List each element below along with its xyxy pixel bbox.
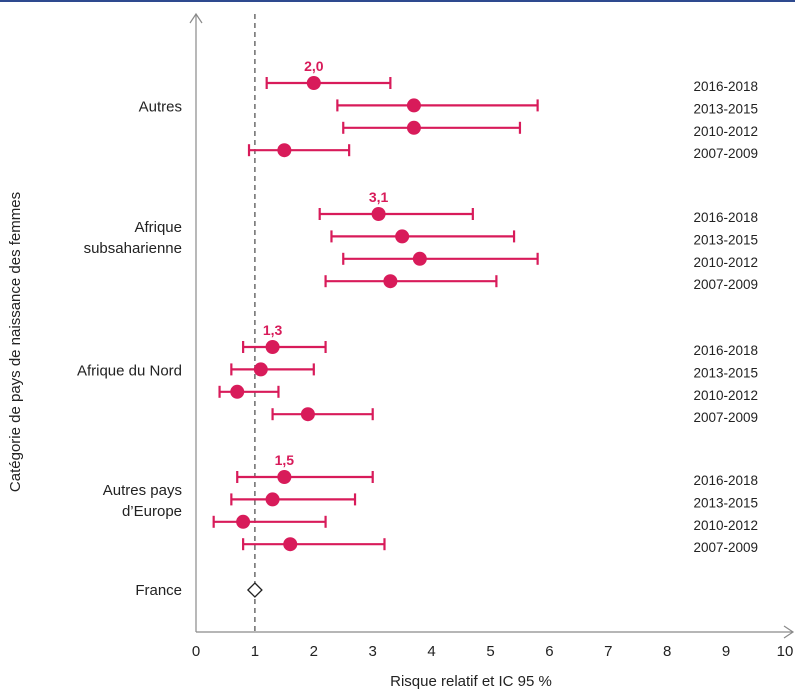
period-label: 2016-2018 bbox=[693, 343, 758, 358]
period-label: 2016-2018 bbox=[693, 473, 758, 488]
x-axis-title: Risque relatif et IC 95 % bbox=[390, 673, 552, 690]
x-tick-label: 5 bbox=[486, 643, 494, 660]
period-label: 2013-2015 bbox=[693, 232, 758, 247]
reference-label: France bbox=[135, 582, 182, 599]
x-tick-label: 3 bbox=[369, 643, 377, 660]
x-tick-label: 8 bbox=[663, 643, 671, 660]
point-estimate bbox=[395, 229, 410, 244]
x-axis-arrow bbox=[783, 625, 795, 639]
x-tick-label: 4 bbox=[427, 643, 435, 660]
value-label: 1,3 bbox=[263, 322, 283, 338]
period-label: 2007-2009 bbox=[693, 540, 758, 555]
period-label: 2010-2012 bbox=[693, 255, 758, 270]
value-label: 2,0 bbox=[304, 58, 324, 74]
reference-marker bbox=[246, 582, 263, 598]
point-estimate bbox=[277, 143, 292, 158]
y-axis-arrow bbox=[189, 12, 203, 24]
value-label: 1,5 bbox=[275, 452, 295, 468]
x-tick-label: 0 bbox=[192, 643, 200, 660]
point-estimate bbox=[412, 251, 427, 266]
point-estimate bbox=[265, 492, 280, 507]
x-tick-label: 1 bbox=[251, 643, 259, 660]
point-estimate bbox=[253, 362, 268, 377]
category-label: Autres bbox=[139, 99, 182, 116]
x-tick-label: 2 bbox=[310, 643, 318, 660]
value-label: 3,1 bbox=[369, 189, 389, 205]
period-label: 2010-2012 bbox=[693, 518, 758, 533]
point-estimate bbox=[230, 384, 245, 399]
point-estimate bbox=[406, 98, 421, 113]
point-estimate bbox=[371, 207, 386, 221]
point-estimate bbox=[300, 407, 315, 422]
x-tick-label: 7 bbox=[604, 643, 612, 660]
period-label: 2016-2018 bbox=[693, 210, 758, 225]
point-estimate bbox=[236, 514, 251, 529]
category-label: Afrique du Nord bbox=[77, 363, 182, 380]
x-tick-label: 6 bbox=[545, 643, 553, 660]
category-label: Afrique bbox=[134, 219, 182, 236]
top-rule bbox=[0, 0, 795, 2]
category-label: subsaharienne bbox=[84, 240, 182, 257]
category-label: d’Europe bbox=[122, 503, 182, 520]
period-label: 2013-2015 bbox=[693, 101, 758, 116]
point-estimate bbox=[265, 340, 280, 354]
x-tick-label: 10 bbox=[777, 643, 794, 660]
point-estimate bbox=[383, 274, 398, 289]
point-estimate bbox=[283, 537, 298, 552]
period-label: 2007-2009 bbox=[693, 146, 758, 161]
period-label: 2007-2009 bbox=[693, 277, 758, 292]
period-label: 2010-2012 bbox=[693, 388, 758, 403]
point-estimate bbox=[406, 120, 421, 135]
category-label: Autres pays bbox=[103, 482, 182, 499]
point-estimate bbox=[277, 470, 292, 484]
period-label: 2010-2012 bbox=[693, 124, 758, 139]
period-label: 2007-2009 bbox=[693, 410, 758, 425]
period-label: 2013-2015 bbox=[693, 495, 758, 510]
point-estimate bbox=[306, 76, 321, 90]
x-tick-label: 9 bbox=[722, 643, 730, 660]
period-label: 2013-2015 bbox=[693, 365, 758, 380]
period-label: 2016-2018 bbox=[693, 79, 758, 94]
y-axis-title: Catégorie de pays de naissance des femme… bbox=[7, 192, 24, 492]
